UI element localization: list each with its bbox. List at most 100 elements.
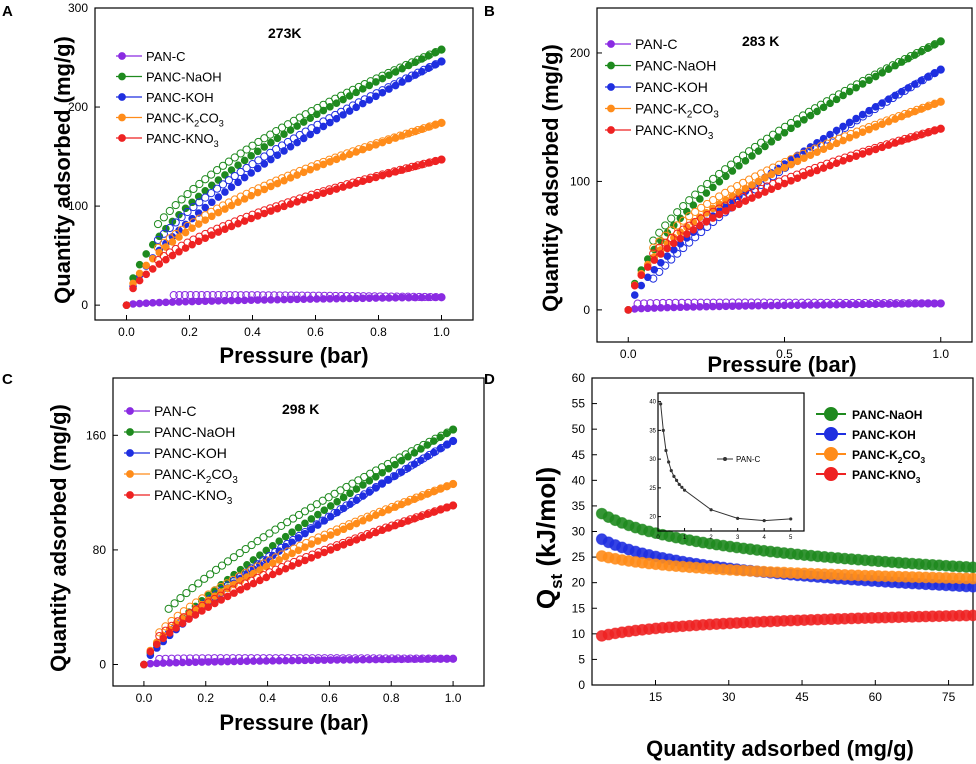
data-point-desorption: [216, 582, 225, 592]
data-point-desorption: [216, 654, 225, 663]
data-point-desorption: [260, 134, 269, 143]
y-tick-label: 200: [570, 46, 590, 60]
data-point-desorption: [179, 607, 188, 616]
data-point-desorption: [778, 298, 787, 307]
data-point-desorption: [691, 190, 700, 199]
data-point-desorption: [876, 118, 885, 127]
data-point-desorption: [200, 574, 209, 583]
x-tick-label: 0.2: [197, 691, 214, 705]
data-point-desorption: [684, 298, 693, 307]
data-point-desorption: [155, 628, 164, 637]
data-point-desorption: [412, 654, 421, 663]
data-point-desorption: [437, 118, 446, 127]
legend-label: PAN-C: [146, 49, 185, 64]
data-point-desorption: [167, 621, 176, 630]
inset-x-tick-label: 3: [736, 535, 740, 541]
data-point-desorption: [413, 161, 422, 170]
data-point-desorption: [201, 193, 210, 202]
y-tick-label: 0: [81, 298, 88, 312]
data-point-desorption: [703, 199, 712, 209]
data-point-desorption: [212, 184, 222, 193]
data-point-desorption: [406, 515, 415, 524]
data-point-desorption: [324, 493, 333, 502]
data-point-desorption: [254, 208, 263, 217]
data-point-desorption: [413, 457, 422, 467]
x-tick-label: 0.0: [620, 347, 637, 361]
inset-data-point: [736, 516, 740, 520]
x-tick-label: 30: [722, 690, 736, 704]
data-point-desorption: [387, 292, 396, 301]
legend-label: PAN-C: [154, 403, 197, 419]
data-point-desorption: [873, 298, 882, 308]
data-point: [637, 281, 646, 290]
data-point: [670, 303, 678, 312]
data-point-desorption: [798, 111, 808, 120]
data-point-desorption: [191, 290, 201, 300]
data-point: [162, 243, 170, 251]
data-point: [858, 128, 867, 137]
data-point-desorption: [318, 516, 327, 525]
data-point: [741, 197, 750, 205]
ticks-b: 0.0 0.5 1.0 0 100 200: [570, 46, 949, 361]
series-PANC-K2CO3: [140, 479, 458, 669]
data-point: [208, 198, 216, 207]
data-point-desorption: [198, 654, 207, 663]
data-point-desorption: [195, 198, 204, 207]
inset-chart: 0 1 2 3 4 5 20 25 30 35 40 PAN-C: [649, 392, 805, 541]
data-point-desorption: [180, 290, 190, 300]
data-point-desorption: [336, 486, 345, 495]
data-point-desorption: [363, 654, 372, 663]
data-point-desorption: [247, 291, 256, 300]
data-point-desorption: [254, 156, 263, 165]
data-point: [339, 493, 348, 502]
x-tick-label: 1.0: [932, 347, 949, 361]
data-point: [227, 166, 236, 174]
data-point-desorption: [313, 160, 322, 169]
data-point-desorption: [400, 517, 409, 526]
data-point-desorption: [228, 654, 237, 663]
inset-data-point: [669, 469, 673, 473]
data-point: [260, 296, 269, 304]
data-point-desorption: [319, 157, 328, 167]
data-point-desorption: [649, 243, 658, 252]
data-point-desorption: [407, 162, 417, 171]
data-point: [858, 80, 867, 88]
data-point: [188, 297, 196, 306]
data-point-desorption: [161, 626, 170, 635]
data-point: [702, 189, 711, 197]
x-tick-label: 0.0: [118, 325, 135, 339]
data-point-desorption: [283, 518, 292, 527]
data-point-desorption: [241, 544, 250, 554]
series-PAN-C: [140, 654, 458, 669]
data-point-desorption: [165, 223, 174, 233]
data-point-desorption: [191, 605, 201, 614]
inset-x-tick-label: 4: [763, 535, 767, 541]
data-point-desorption: [685, 221, 694, 230]
data-point: [293, 122, 301, 130]
data-point-desorption: [159, 229, 169, 238]
marks-a: [122, 45, 446, 309]
data-point: [630, 305, 639, 313]
data-point-desorption: [289, 196, 298, 205]
legend-marker: [824, 407, 838, 421]
data-point-desorption: [792, 170, 802, 179]
data-point-desorption: [412, 513, 421, 522]
data-point-desorption: [387, 654, 396, 663]
data-point-desorption: [372, 171, 381, 181]
data-point: [159, 659, 168, 667]
data-point-desorption: [360, 143, 369, 152]
marks-c: [140, 425, 458, 669]
data-point-desorption: [930, 126, 939, 135]
data-point-desorption: [342, 180, 352, 189]
data-point-desorption: [330, 508, 339, 518]
data-point: [165, 659, 174, 667]
data-point: [260, 143, 269, 151]
data-point: [129, 300, 137, 308]
data-point-desorption: [906, 133, 915, 142]
data-point-desorption: [448, 501, 458, 510]
series-PANC-K2CO3: [122, 118, 446, 309]
data-point-desorption: [177, 213, 186, 222]
data-point-desorption: [810, 104, 820, 113]
x-tick-label: 0.6: [321, 691, 338, 705]
data-point-desorption: [804, 166, 814, 175]
